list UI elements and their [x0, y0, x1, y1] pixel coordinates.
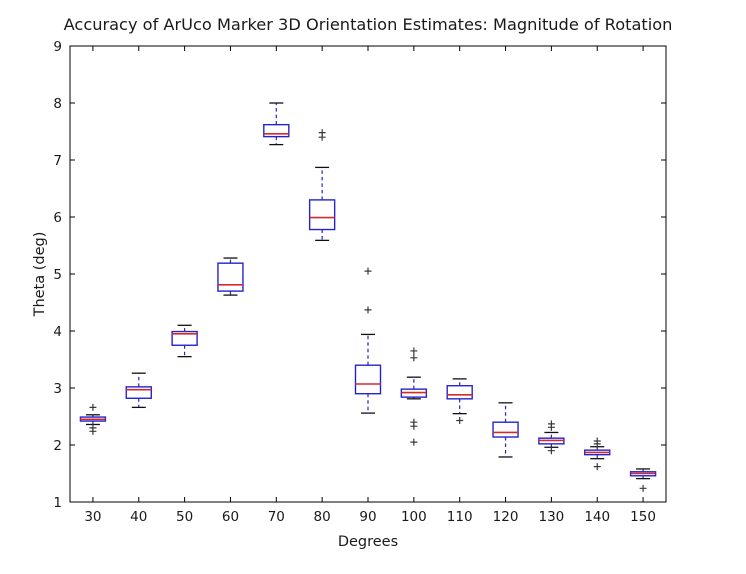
box-60: [217, 257, 244, 296]
x-tick-label: 120: [493, 509, 519, 525]
x-tick-label: 30: [84, 509, 101, 525]
y-tick-label: 2: [53, 438, 62, 454]
flier-marker: [410, 438, 418, 446]
box-140: [584, 437, 611, 471]
y-tick-label: 7: [53, 153, 62, 169]
x-tick-label: 150: [630, 509, 656, 525]
x-tick-label: 110: [447, 509, 473, 525]
y-tick-label: 8: [53, 96, 62, 112]
flier-marker: [410, 354, 418, 362]
iqr-box: [446, 385, 473, 400]
chart-title: Accuracy of ArUco Marker 3D Orientation …: [64, 15, 673, 34]
iqr-box: [308, 199, 336, 231]
iqr-box: [125, 386, 152, 399]
y-tick-label: 9: [53, 39, 62, 55]
iqr-box: [171, 330, 198, 346]
iqr-box: [263, 123, 290, 138]
y-tick-label: 5: [53, 267, 62, 283]
x-tick-label: 90: [359, 509, 376, 525]
box-40: [125, 372, 152, 409]
iqr-box: [492, 421, 519, 438]
flier-marker: [364, 267, 372, 275]
flier-marker: [410, 422, 418, 430]
axes-frame: 1 2 3 4 5 6 7 8 9 30 40 50 60 70 80 90 100 110 120 130 140 15…: [53, 39, 667, 525]
flier-marker: [318, 133, 326, 141]
iqr-box: [217, 262, 244, 292]
box-50: [171, 324, 198, 358]
box-30: [79, 403, 107, 435]
flier-marker: [456, 416, 464, 424]
box-110: [446, 378, 473, 424]
flier-marker: [639, 484, 647, 492]
y-tick-label: 4: [53, 324, 62, 340]
iqr-box: [354, 364, 382, 395]
flier-marker: [410, 347, 418, 355]
flier-marker: [593, 463, 601, 471]
y-axis-label: Theta (deg): [32, 232, 48, 318]
x-tick-label: 130: [538, 509, 564, 525]
flier-marker: [547, 423, 555, 431]
x-tick-label: 80: [314, 509, 331, 525]
flier-marker: [593, 440, 601, 448]
y-tick-label: 6: [53, 210, 62, 226]
flier-marker: [547, 447, 555, 455]
box-70: [263, 102, 290, 146]
x-tick-label: 70: [268, 509, 285, 525]
box-100: [400, 347, 428, 446]
x-tick-label: 140: [584, 509, 610, 525]
y-tick-label: 3: [53, 381, 62, 397]
box-80: [308, 129, 336, 242]
x-tick-label: 100: [401, 509, 427, 525]
box-130: [538, 420, 565, 455]
box-90: [354, 267, 382, 414]
flier-marker: [89, 427, 97, 435]
x-tick-label: 50: [176, 509, 193, 525]
box-150: [629, 468, 657, 492]
x-tick-label: 60: [222, 509, 239, 525]
y-tick-label: 1: [53, 495, 62, 511]
x-tick-label: 40: [130, 509, 147, 525]
box-120: [492, 402, 519, 458]
box-series: [79, 102, 657, 492]
flier-marker: [364, 306, 372, 314]
flier-marker: [89, 403, 97, 411]
x-axis-label: Degrees: [338, 534, 398, 550]
